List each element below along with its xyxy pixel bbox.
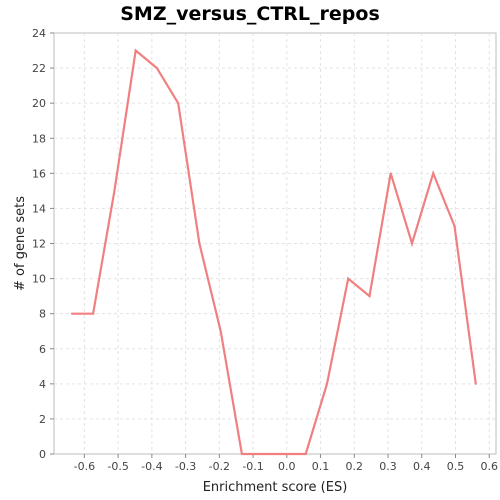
x-tick-label: 0.6 — [481, 460, 499, 473]
data-point — [155, 67, 158, 70]
y-tick-label: 20 — [32, 97, 46, 110]
x-tick-label: 0.5 — [447, 460, 465, 473]
data-point — [432, 172, 435, 175]
x-axis-title: Enrichment score (ES) — [203, 480, 348, 495]
data-point — [410, 242, 413, 245]
data-point — [177, 102, 180, 105]
data-point — [347, 277, 350, 280]
y-tick-label: 14 — [32, 202, 46, 215]
y-tick-label: 18 — [32, 132, 46, 145]
y-tick-label: 4 — [39, 378, 46, 391]
x-tick-label: -0.6 — [74, 460, 95, 473]
x-tick-label: 0.1 — [312, 460, 330, 473]
data-point — [219, 330, 222, 333]
x-tick-label: 0.4 — [413, 460, 431, 473]
y-tick-label: 0 — [39, 448, 46, 461]
y-axis-title: # of gene sets — [13, 196, 28, 291]
data-point — [368, 295, 371, 298]
data-point — [134, 49, 137, 52]
x-tick-label: 0.2 — [346, 460, 364, 473]
chart-title: SMZ_versus_CTRL_repos — [120, 3, 380, 25]
data-point — [283, 453, 286, 455]
x-tick-label: -0.4 — [141, 460, 162, 473]
series-group — [70, 48, 477, 456]
x-tick-label: 0.0 — [278, 460, 296, 473]
y-tick-label: 24 — [32, 27, 46, 40]
x-tick-label: -0.1 — [242, 460, 263, 473]
y-tick-label: 22 — [32, 62, 46, 75]
data-point — [325, 382, 328, 385]
x-tick-label: 0.3 — [379, 460, 397, 473]
data-point — [92, 312, 95, 315]
x-axis: -0.6 -0.5 -0.4 -0.3 -0.2 -0.1 0.0 0.1 0.2 0.3 0.4 0… — [74, 454, 498, 473]
data-point — [113, 189, 116, 192]
data-point — [262, 453, 265, 455]
data-point — [389, 172, 392, 175]
grid — [54, 33, 496, 454]
y-tick-label: 12 — [32, 238, 46, 251]
series-line — [71, 48, 477, 456]
data-point — [198, 242, 201, 245]
data-point — [453, 224, 456, 227]
y-tick-label: 16 — [32, 167, 46, 180]
x-tick-label: -0.2 — [209, 460, 230, 473]
data-point — [70, 312, 73, 315]
y-tick-label: 10 — [32, 273, 46, 286]
data-point — [240, 453, 243, 455]
x-tick-label: -0.3 — [175, 460, 196, 473]
y-tick-label: 8 — [39, 308, 46, 321]
x-tick-label: -0.5 — [107, 460, 128, 473]
y-tick-label: 6 — [39, 343, 46, 356]
y-tick-label: 2 — [39, 413, 46, 426]
data-point — [304, 453, 307, 455]
data-point — [474, 382, 477, 385]
